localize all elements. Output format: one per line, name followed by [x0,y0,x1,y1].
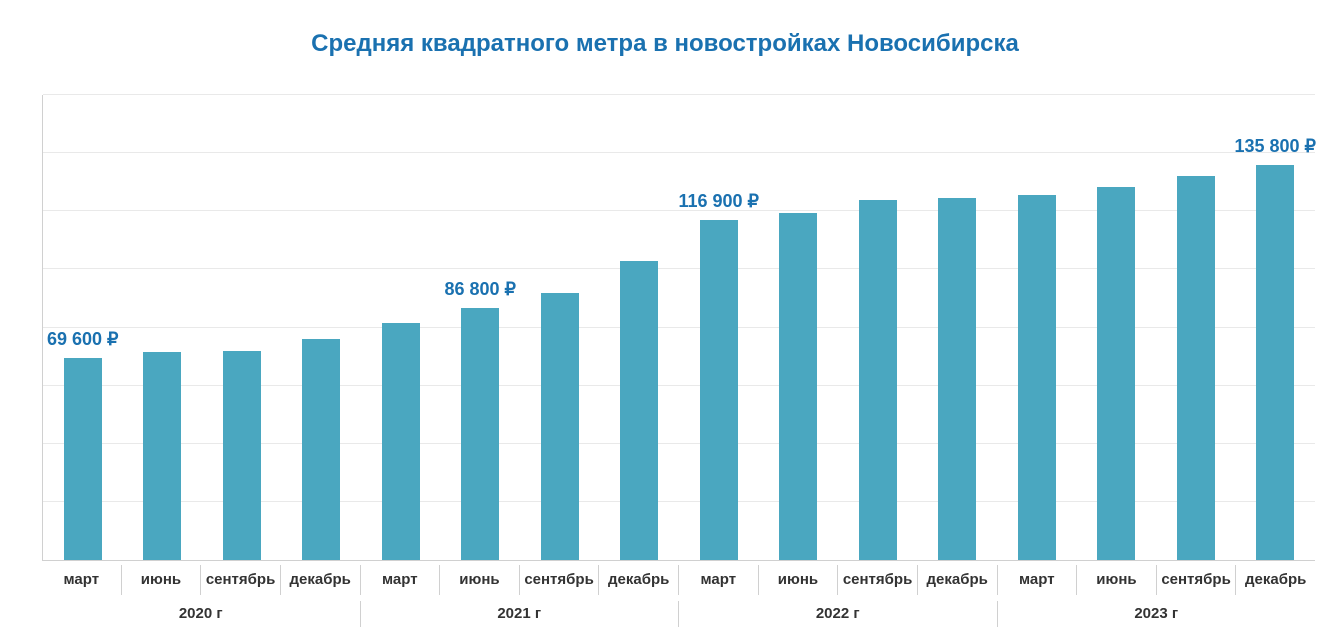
x-axis-month-label: июнь [122,565,202,595]
x-axis-month-label: июнь [759,565,839,595]
bars-row: 69 600 ₽ 86 800 ₽ 116 900 ₽ 135 800 ₽ [43,95,1315,560]
bar [1018,195,1056,560]
bar-value-label: 116 900 ₽ [678,191,759,212]
bar-slot [361,95,441,560]
bar-slot: 69 600 ₽ [43,95,123,560]
bar-slot [282,95,362,560]
bar-slot [1077,95,1157,560]
bar-value-label: 86 800 ₽ [444,279,516,300]
bar [541,293,579,560]
bar [302,339,340,560]
x-axis-year-label: 2023 г [998,601,1316,627]
bar-slot [918,95,998,560]
x-axis-year-label: 2022 г [679,601,998,627]
bar [1177,176,1215,560]
bar-slot [997,95,1077,560]
x-axis-years: 2020 г2021 г2022 г2023 г [42,601,1315,627]
x-axis-month-label: июнь [440,565,520,595]
bar-slot [1156,95,1236,560]
x-axis-month-label: сентябрь [1157,565,1237,595]
x-axis-month-label: сентябрь [201,565,281,595]
x-axis-year-label: 2020 г [42,601,361,627]
bar [64,358,102,560]
bar [1097,187,1135,560]
bar [223,351,261,560]
bar [143,352,181,560]
bar-value-label: 69 600 ₽ [47,329,119,350]
x-axis-month-label: сентябрь [520,565,600,595]
x-axis-month-label: декабрь [281,565,361,595]
bar-slot [759,95,839,560]
bar [461,308,499,560]
bar [620,261,658,560]
x-axis-month-label: декабрь [918,565,998,595]
bar [700,220,738,560]
x-axis-month-label: март [361,565,441,595]
bar [382,323,420,560]
bar-slot [600,95,680,560]
bar [859,200,897,560]
bar-slot [123,95,203,560]
x-axis-month-label: март [679,565,759,595]
bar [779,213,817,560]
chart-title: Средняя квадратного метра в новостройках… [0,30,1330,58]
bar-slot: 86 800 ₽ [441,95,521,560]
bar-slot: 116 900 ₽ [679,95,759,560]
bar-slot [838,95,918,560]
x-axis-months: мартиюньсентябрьдекабрьмартиюньсентябрьд… [42,565,1315,595]
bar-slot: 135 800 ₽ [1236,95,1316,560]
x-axis-month-label: июнь [1077,565,1157,595]
bar [1256,165,1294,560]
x-axis-month-label: март [998,565,1078,595]
x-axis-year-label: 2021 г [361,601,680,627]
x-axis-month-label: март [42,565,122,595]
x-axis-month-label: декабрь [599,565,679,595]
plot-area: 69 600 ₽ 86 800 ₽ 116 900 ₽ 135 800 ₽ [42,95,1315,561]
x-axis-month-label: сентябрь [838,565,918,595]
bar-slot [520,95,600,560]
bar-value-label: 135 800 ₽ [1234,136,1316,157]
bar [938,198,976,560]
x-axis-month-label: декабрь [1236,565,1315,595]
bar-slot [202,95,282,560]
price-chart: Средняя квадратного метра в новостройках… [0,0,1330,631]
